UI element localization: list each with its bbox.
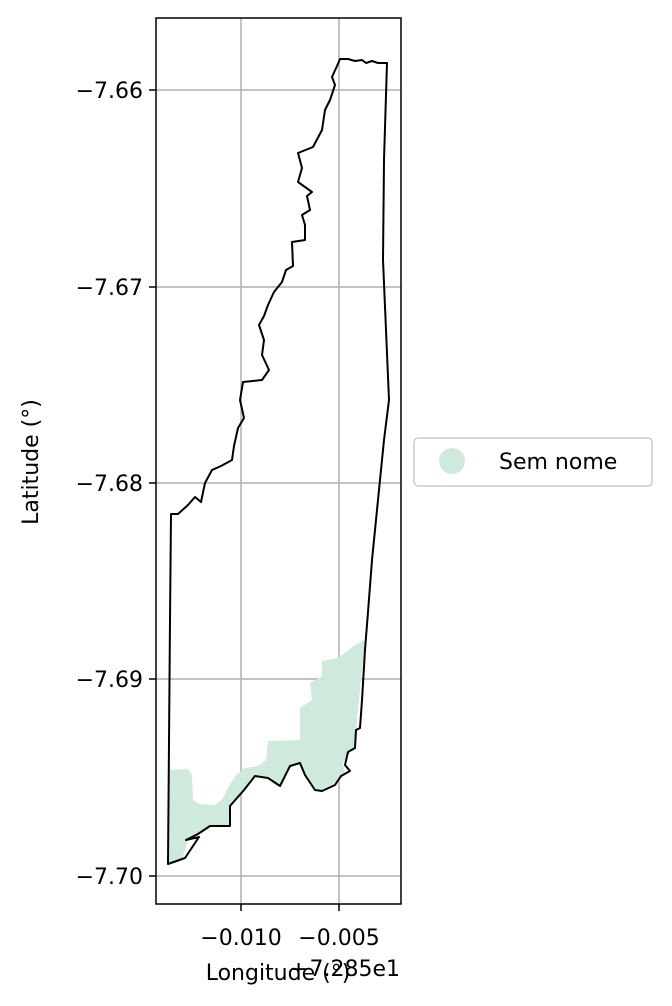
legend: Sem nome (413, 437, 653, 487)
y-ticks (149, 89, 156, 877)
y-tick-label-4: −7.69 (76, 668, 143, 693)
x-offset-label: −7.285e1 (291, 957, 400, 982)
x-tick-label-1: −0.010 (200, 926, 281, 951)
axes-frame (155, 17, 402, 905)
x-ticks (240, 904, 340, 911)
y-tick-label-3: −7.68 (76, 472, 143, 497)
boundary-outline (167, 58, 390, 865)
y-tick-label-5: −7.70 (76, 865, 143, 890)
legend-label-sem-nome: Sem nome (499, 450, 617, 475)
area-sem-nome (168, 640, 365, 864)
legend-box (413, 437, 653, 487)
legend-marker-sem-nome (439, 448, 465, 474)
x-axis-label: Longitude (°) (206, 961, 351, 986)
y-axis-label: Latitude (°) (19, 399, 44, 525)
y-tick-label-2: −7.67 (76, 276, 143, 301)
x-tick-label-2: −0.005 (298, 926, 379, 951)
y-tick-label-1: −7.66 (76, 79, 143, 104)
